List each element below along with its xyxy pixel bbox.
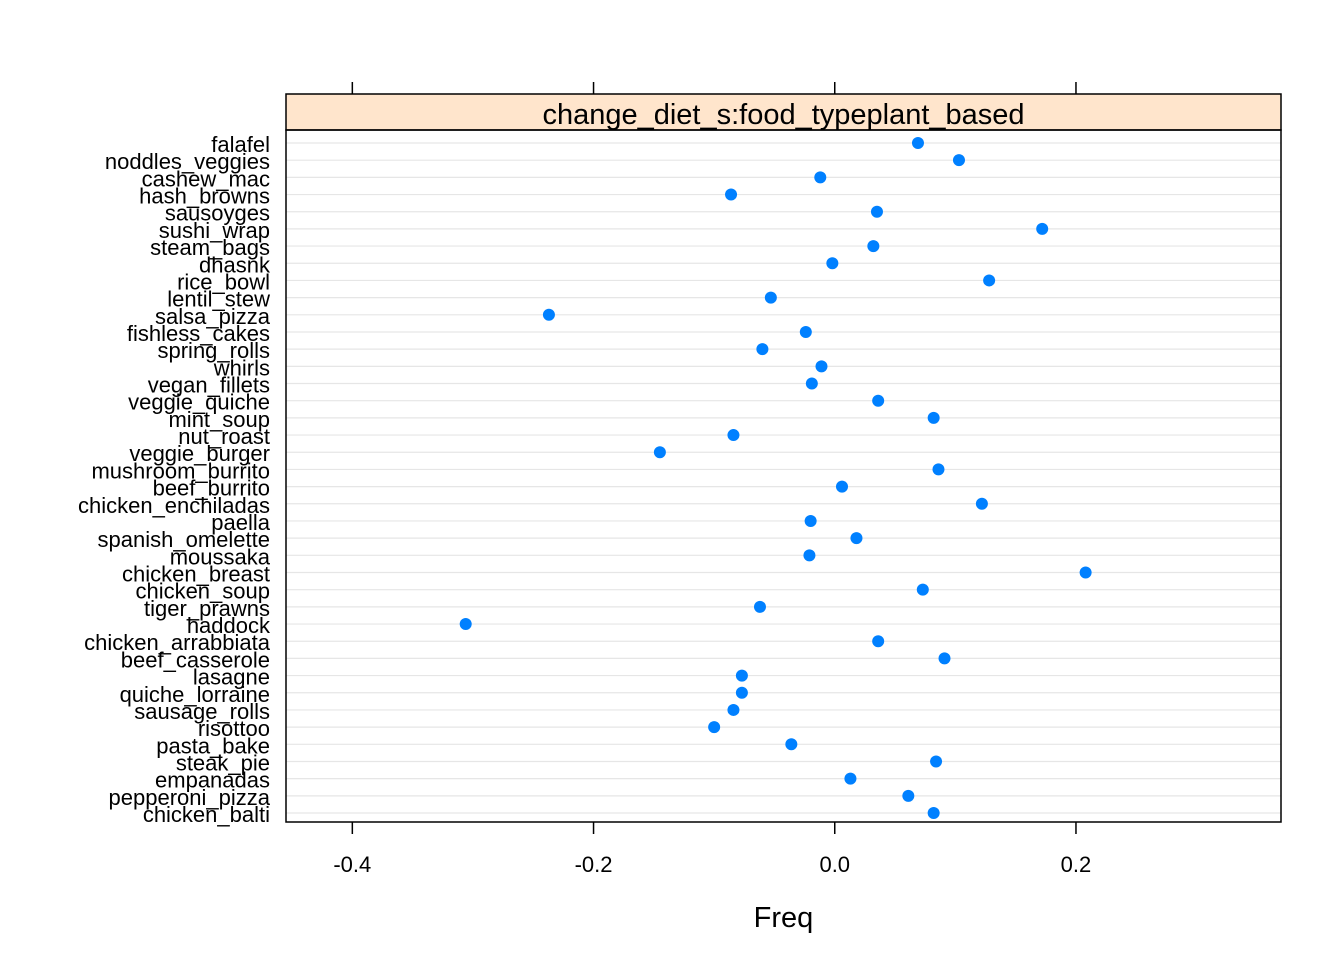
data-point — [708, 721, 721, 734]
category-label: vegan_fillets — [148, 373, 270, 398]
data-point — [803, 549, 816, 562]
x-tick-label: 0.0 — [819, 852, 850, 877]
category-label: salsa_pizza — [155, 304, 271, 329]
category-label: steam_bags — [150, 235, 270, 260]
data-point — [930, 755, 943, 768]
data-point — [975, 497, 988, 510]
category-label: risottoo — [198, 716, 270, 741]
category-label: tiger_prawns — [144, 596, 270, 621]
data-point — [952, 154, 965, 167]
category-label: falafel — [211, 132, 270, 157]
category-label: chicken_balti — [143, 802, 270, 827]
data-point — [1036, 222, 1049, 235]
data-point — [805, 377, 818, 390]
category-label: dhasnk — [199, 252, 271, 277]
category-label: moussaka — [170, 544, 271, 569]
category-label: sausoyges — [165, 201, 270, 226]
data-point — [911, 137, 924, 149]
category-label: pepperoni_pizza — [109, 785, 271, 810]
data-points — [459, 137, 1092, 820]
category-label: spanish_omelette — [98, 527, 270, 552]
data-point — [727, 429, 740, 442]
x-axis-title: Freq — [754, 902, 814, 934]
category-label: whirls — [213, 355, 270, 380]
data-point — [983, 274, 996, 287]
data-point — [653, 446, 666, 459]
data-point — [756, 343, 769, 356]
x-axis: -0.4 -0.2 0.0 0.2 — [333, 82, 1091, 877]
panel-border — [285, 129, 1282, 823]
data-point — [764, 291, 777, 304]
data-point — [735, 686, 748, 699]
category-label: empanadas — [155, 768, 270, 793]
data-point — [872, 635, 885, 648]
data-point — [927, 411, 940, 424]
category-label: mint_soup — [168, 407, 270, 432]
category-label: sushi_wrap — [159, 218, 270, 243]
strip-title: change_diet_s:food_typeplant_based — [542, 99, 1024, 131]
strip-background — [285, 93, 1282, 131]
data-point — [850, 532, 863, 545]
data-point — [725, 188, 738, 201]
data-point — [753, 600, 766, 613]
category-label: chicken_enchiladas — [78, 493, 270, 518]
category-label: sausage_rolls — [134, 699, 270, 724]
x-tick-label: -0.4 — [333, 852, 371, 877]
data-point — [835, 480, 848, 493]
category-label: chicken_breast — [122, 562, 270, 587]
category-label: veggie_quiche — [128, 390, 270, 415]
category-label: mushroom_burrito — [91, 458, 270, 483]
category-label: beef_burrito — [153, 476, 270, 501]
data-point — [459, 618, 472, 631]
category-label: chicken_soup — [135, 579, 270, 604]
data-point — [867, 240, 880, 253]
x-tick-label: 0.2 — [1061, 852, 1092, 877]
data-point — [799, 325, 812, 338]
category-label: chicken_arrabbiata — [84, 630, 271, 655]
category-label: steak_pie — [176, 750, 270, 775]
category-label: quiche_lorraine — [120, 682, 270, 707]
data-point — [932, 463, 945, 476]
category-label: paella — [211, 510, 270, 535]
data-point — [735, 669, 748, 682]
x-tick-label: -0.2 — [575, 852, 613, 877]
data-point — [727, 703, 740, 716]
data-point — [1079, 566, 1092, 579]
data-point — [927, 807, 940, 820]
data-point — [844, 772, 857, 785]
data-point — [872, 394, 885, 407]
category-label: spring_rolls — [158, 338, 271, 363]
data-point — [542, 308, 555, 321]
category-label: fishless_cakes — [127, 321, 270, 346]
category-label: veggie_burger — [129, 441, 270, 466]
y-axis-labels: falafelnoddles_veggiescashew_machash_bro… — [78, 132, 271, 827]
data-point — [814, 171, 827, 184]
category-label: beef_casserole — [121, 647, 270, 672]
data-point — [815, 360, 828, 373]
data-point — [826, 257, 839, 270]
category-label: noddles_veggies — [105, 149, 270, 174]
category-label: nut_roast — [178, 424, 270, 449]
data-point — [902, 789, 915, 802]
category-label: pasta_bake — [156, 733, 270, 758]
category-label: rice_bowl — [177, 269, 270, 294]
category-label: haddock — [187, 613, 271, 638]
grid-lines — [286, 142, 1281, 814]
category-label: lasagne — [193, 665, 270, 690]
category-label: lentil_stew — [167, 287, 270, 312]
data-point — [804, 514, 817, 527]
category-label: hash_browns — [139, 184, 270, 209]
data-point — [916, 583, 929, 596]
data-point — [870, 205, 883, 218]
data-point — [938, 652, 951, 665]
category-label: cashew_mac — [142, 166, 270, 191]
data-point — [785, 738, 798, 751]
